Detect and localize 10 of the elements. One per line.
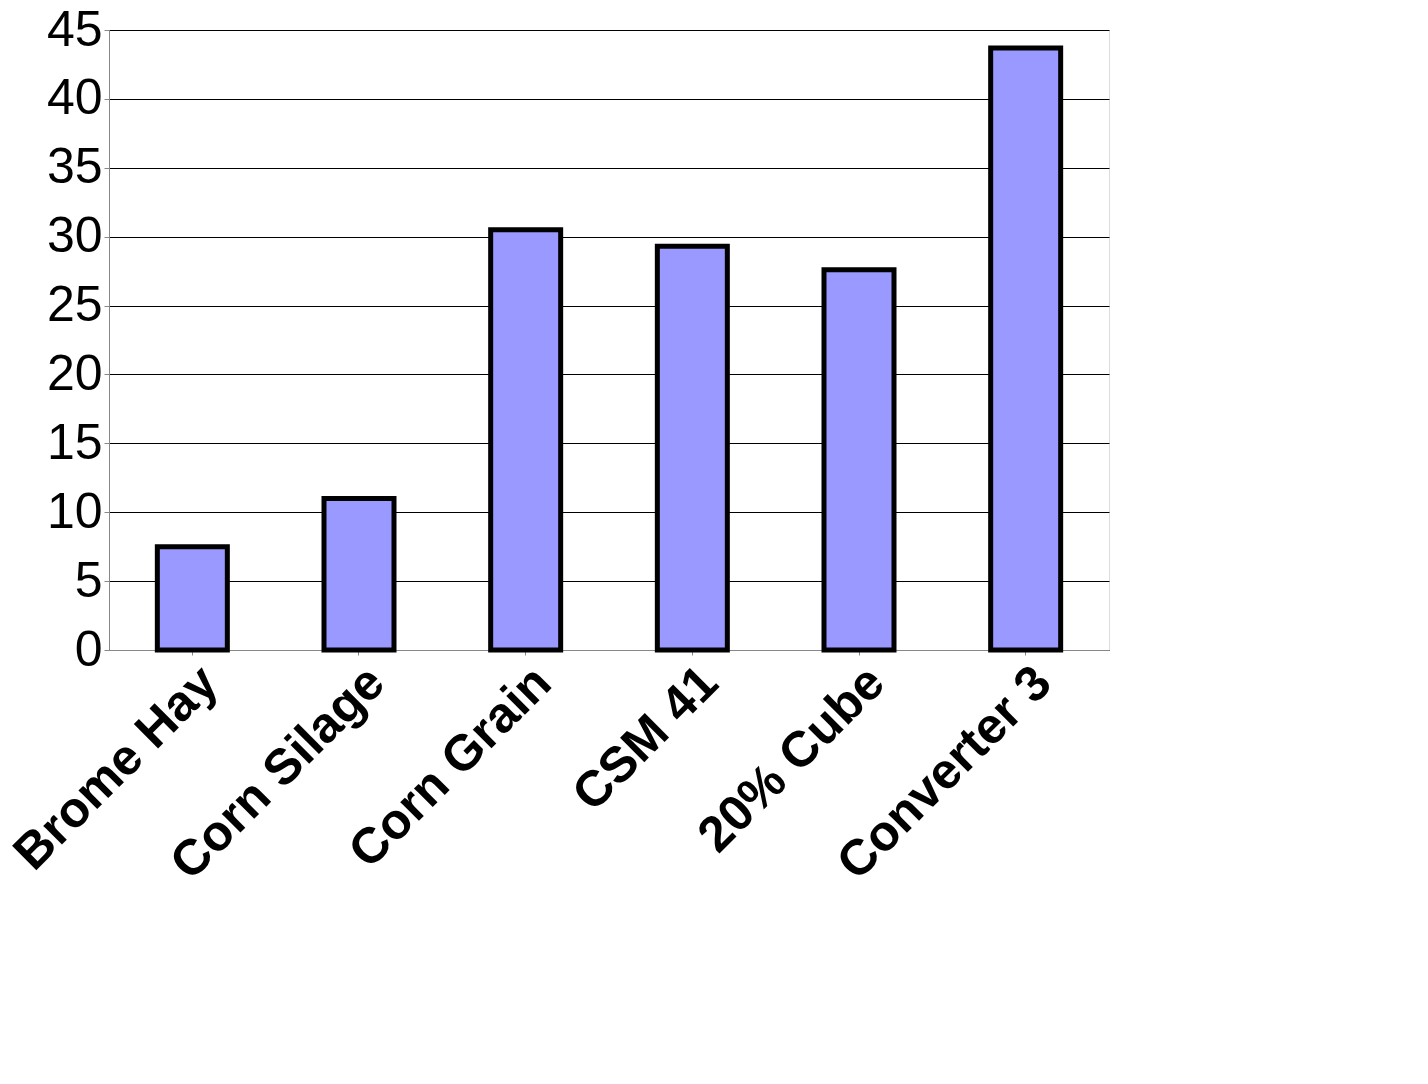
y-tick-label: 45 <box>46 0 103 57</box>
y-tick-label: 25 <box>46 276 103 333</box>
y-tick-label: 0 <box>74 620 103 677</box>
y-tick-label: 40 <box>46 69 103 126</box>
y-tick-label: 10 <box>46 482 103 539</box>
y-tick-label: 20 <box>46 344 103 401</box>
y-tick-label: 15 <box>46 413 103 470</box>
y-tick-label: 35 <box>46 138 103 195</box>
y-tick-label: 5 <box>74 551 103 608</box>
y-tick-label: 30 <box>46 207 103 264</box>
